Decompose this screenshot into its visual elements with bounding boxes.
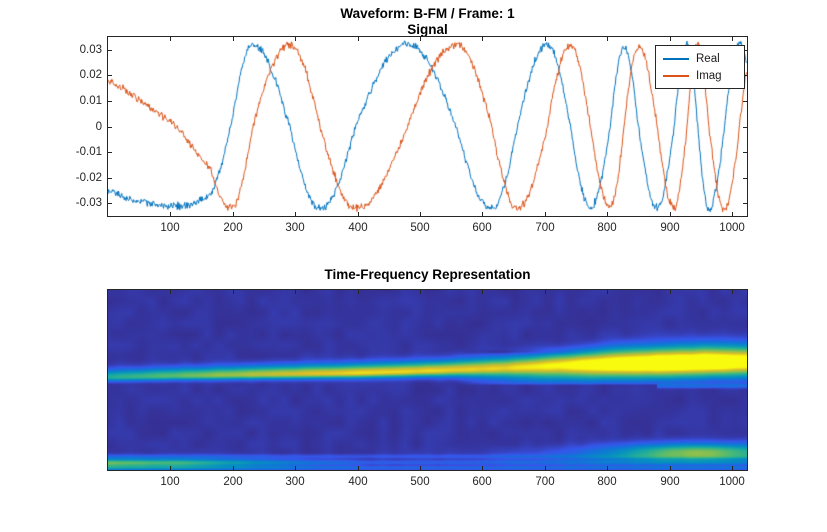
x-tick-label: 400: [348, 222, 368, 234]
y-tick-label: 0.02: [79, 69, 102, 81]
y-tick-mark: [743, 75, 747, 76]
y-tick-mark: [108, 101, 112, 102]
signal-title-line: Waveform: B-FM / Frame: 1: [340, 6, 515, 21]
x-tick-label: 500: [410, 222, 430, 234]
x-tick-mark: [420, 290, 421, 294]
y-tick-mark: [743, 101, 747, 102]
x-tick-mark: [545, 37, 546, 41]
x-tick-mark: [233, 37, 234, 41]
legend-entry-real: Real: [656, 50, 744, 67]
x-tick-mark: [607, 37, 608, 41]
x-tick-label: 200: [223, 222, 243, 234]
x-tick-label: 800: [597, 476, 617, 488]
x-tick-label: 500: [410, 476, 430, 488]
signal-plot-title: Waveform: B-FM / Frame: 1 Signal: [108, 6, 747, 38]
x-tick-mark: [545, 290, 546, 294]
x-tick-mark: [233, 290, 234, 294]
x-tick-label: 200: [223, 476, 243, 488]
x-tick-mark: [670, 37, 671, 41]
x-tick-label: 900: [660, 222, 680, 234]
x-tick-mark: [233, 466, 234, 470]
y-tick-mark: [743, 203, 747, 204]
x-tick-mark: [482, 37, 483, 41]
y-tick-label: 0.03: [79, 44, 102, 56]
x-tick-label: 100: [160, 222, 180, 234]
x-tick-mark: [732, 466, 733, 470]
x-tick-label: 600: [472, 222, 492, 234]
y-tick-mark: [743, 50, 747, 51]
x-tick-label: 300: [285, 222, 305, 234]
tfr-plot-title: Time-Frequency Representation: [108, 267, 747, 283]
y-tick-label: -0.02: [75, 172, 102, 184]
y-tick-mark: [108, 152, 112, 153]
x-tick-label: 600: [472, 476, 492, 488]
x-tick-mark: [358, 37, 359, 41]
x-tick-mark: [295, 290, 296, 294]
x-tick-label: 1000: [719, 222, 745, 234]
x-tick-mark: [482, 290, 483, 294]
signal-axes: Real Imag 100 200 300 400 500 600 700 800 900 100…: [76, 36, 748, 234]
y-tick-label: 0.01: [79, 95, 102, 107]
x-tick-mark: [732, 37, 733, 41]
x-tick-mark: [670, 212, 671, 216]
y-tick-mark: [743, 127, 747, 128]
y-tick-mark: [743, 178, 747, 179]
y-tick-label: 0: [95, 121, 102, 133]
y-tick-label: -0.03: [75, 197, 102, 209]
x-tick-mark: [170, 212, 171, 216]
x-tick-mark: [482, 212, 483, 216]
x-tick-mark: [670, 290, 671, 294]
y-tick-label: -0.01: [75, 146, 102, 158]
x-tick-mark: [295, 212, 296, 216]
x-tick-label: 100: [160, 476, 180, 488]
y-tick-mark: [743, 152, 747, 153]
x-tick-mark: [420, 37, 421, 41]
x-tick-label: 700: [535, 476, 555, 488]
x-tick-mark: [420, 212, 421, 216]
tfr-axes: 100 200 300 400 500 600 700 800 900 1000: [107, 289, 748, 488]
x-tick-mark: [420, 466, 421, 470]
x-tick-mark: [607, 290, 608, 294]
x-tick-label: 700: [535, 222, 555, 234]
tfr-title-line: Time-Frequency Representation: [324, 267, 531, 282]
signal-plot-area: [108, 37, 747, 216]
x-tick-mark: [607, 212, 608, 216]
x-tick-label: 300: [285, 476, 305, 488]
y-tick-mark: [108, 50, 112, 51]
legend[interactable]: Real Imag: [655, 45, 745, 89]
x-tick-mark: [358, 466, 359, 470]
x-tick-mark: [170, 290, 171, 294]
x-tick-mark: [358, 290, 359, 294]
x-tick-mark: [607, 466, 608, 470]
legend-line-imag: [663, 74, 689, 77]
y-tick-mark: [108, 127, 112, 128]
legend-entry-imag: Imag: [656, 67, 744, 84]
y-tick-mark: [108, 75, 112, 76]
legend-line-real: [663, 57, 689, 60]
x-tick-mark: [170, 466, 171, 470]
legend-label-imag: Imag: [696, 69, 722, 82]
x-tick-mark: [295, 37, 296, 41]
x-tick-mark: [732, 212, 733, 216]
x-tick-mark: [358, 212, 359, 216]
x-tick-mark: [545, 466, 546, 470]
x-tick-mark: [482, 466, 483, 470]
y-tick-mark: [108, 178, 112, 179]
y-tick-mark: [108, 203, 112, 204]
x-tick-mark: [170, 37, 171, 41]
x-tick-mark: [233, 212, 234, 216]
x-tick-label: 1000: [719, 476, 745, 488]
x-tick-mark: [670, 466, 671, 470]
x-tick-label: 900: [660, 476, 680, 488]
x-tick-label: 400: [348, 476, 368, 488]
x-tick-mark: [545, 212, 546, 216]
legend-label-real: Real: [696, 52, 720, 65]
signal-subtitle-line: Signal: [407, 22, 448, 37]
x-tick-mark: [732, 290, 733, 294]
tfr-plot-area: [108, 290, 747, 470]
x-tick-mark: [295, 466, 296, 470]
x-tick-label: 800: [597, 222, 617, 234]
